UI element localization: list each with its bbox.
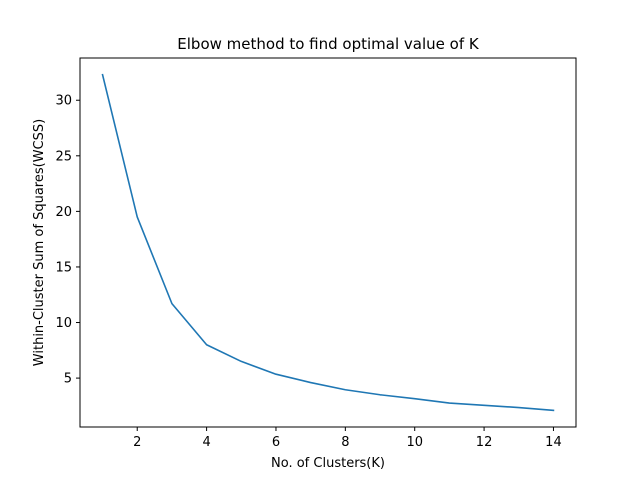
- plot-frame: [79, 57, 577, 428]
- x-axis-ticks: 2 4 6 8 10 12 14: [133, 427, 562, 450]
- y-tick-label: 25: [55, 149, 72, 164]
- series-line: [101, 73, 555, 412]
- series-group: [101, 73, 555, 412]
- x-tick-label: 2: [133, 435, 141, 450]
- x-tick-label: 6: [272, 435, 280, 450]
- y-tick-label: 15: [55, 260, 72, 275]
- x-tick-label: 8: [341, 435, 349, 450]
- x-axis-label: No. of Clusters(K): [271, 456, 385, 471]
- y-axis-label: Within-Cluster Sum of Squares(WCSS): [32, 119, 47, 366]
- x-tick-label: 14: [545, 435, 562, 450]
- chart-title: Elbow method to find optimal value of K: [177, 35, 480, 53]
- x-tick-label: 12: [476, 435, 493, 450]
- x-tick-label: 10: [406, 435, 423, 450]
- y-tick-label: 5: [64, 372, 72, 387]
- x-tick-label: 4: [202, 435, 210, 450]
- y-axis-ticks: 5 10 15 20 25 30: [55, 94, 80, 387]
- y-tick-label: 30: [55, 94, 72, 109]
- y-tick-label: 20: [55, 205, 72, 220]
- plot-area: [80, 58, 576, 427]
- y-tick-label: 10: [55, 316, 72, 331]
